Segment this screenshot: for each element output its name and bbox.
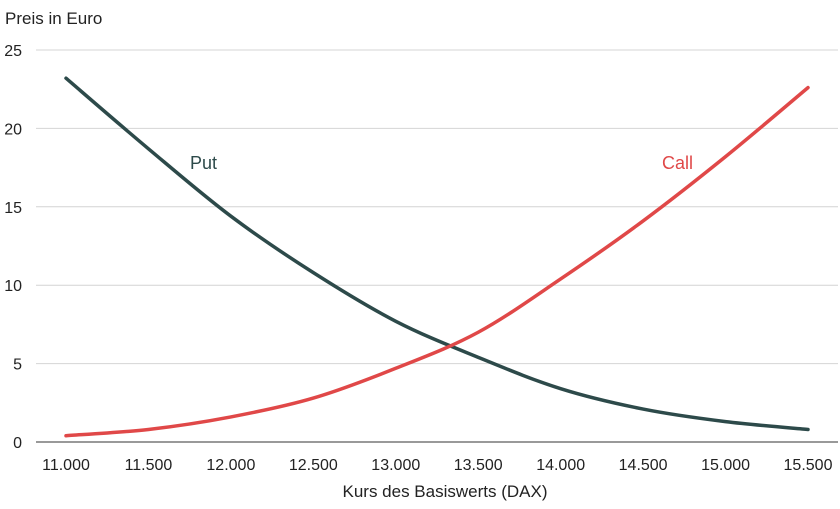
y-tick-label: 0 (13, 435, 22, 452)
series-label-call: Call (662, 153, 693, 173)
series-label-put: Put (190, 153, 217, 173)
x-tick-label: 13.500 (454, 457, 503, 474)
y-tick-label: 5 (13, 357, 22, 374)
x-tick-label: 13.000 (371, 457, 420, 474)
y-axis-title: Preis in Euro (5, 9, 102, 28)
series-group (64, 76, 810, 438)
series-line-call (64, 85, 810, 438)
y-axis-ticks: 0 5 10 15 20 25 (4, 43, 22, 452)
x-tick-label: 11.500 (125, 457, 173, 474)
x-tick-label: 15.500 (784, 457, 833, 474)
x-tick-label: 15.000 (701, 457, 750, 474)
x-tick-label: 11.000 (42, 457, 90, 474)
x-axis-ticks: 11.000 11.500 12.000 12.500 13.000 13.500 14.0… (42, 457, 832, 474)
y-tick-label: 20 (4, 121, 22, 138)
y-tick-label: 15 (4, 200, 22, 217)
series-line-put (64, 76, 810, 432)
grid-lines (36, 49, 838, 365)
series-labels: Put Call (190, 153, 693, 173)
x-tick-label: 14.000 (536, 457, 585, 474)
x-tick-label: 14.500 (619, 457, 668, 474)
x-tick-label: 12.000 (206, 457, 255, 474)
y-tick-label: 25 (4, 43, 22, 60)
x-axis-title: Kurs des Basiswerts (DAX) (343, 482, 548, 501)
x-tick-label: 12.500 (289, 457, 338, 474)
y-tick-label: 10 (4, 278, 22, 295)
